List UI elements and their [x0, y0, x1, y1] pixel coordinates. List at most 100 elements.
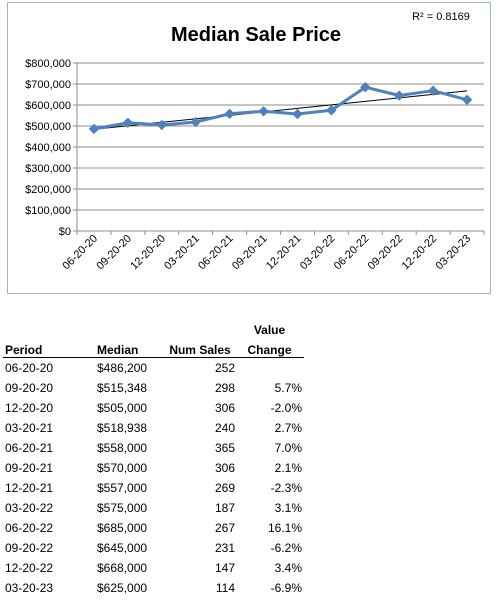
cell-period: 12-20-22	[5, 561, 54, 575]
chart-container[interactable]: Median Sale Price R² = 0.8169 $0 $100,000…	[7, 2, 491, 294]
y-tick-label: $100,000	[25, 205, 71, 217]
y-tick-label: $500,000	[25, 121, 71, 133]
y-tick-label: $300,000	[25, 163, 71, 175]
cell-num-sales: 231	[214, 541, 235, 555]
data-point	[394, 90, 405, 101]
y-tick-label: $200,000	[25, 184, 71, 196]
cell-median: $575,000	[97, 501, 148, 515]
cell-change: -2.3%	[270, 481, 302, 495]
x-tick-label: 03-20-23	[434, 233, 474, 273]
table-row: 09-20-22 $645,000 231 -6.2%	[3, 538, 304, 558]
table-row: 12-20-22 $668,000 147 3.4%	[3, 558, 304, 578]
cell-period: 03-20-23	[5, 581, 54, 595]
cell-period: 09-20-22	[5, 541, 54, 555]
cell-period: 09-20-21	[5, 461, 54, 475]
x-tick-label: 12-20-22	[400, 233, 440, 273]
data-point	[156, 119, 167, 131]
table-row: 06-20-21 $558,000 365 7.0%	[3, 438, 304, 458]
x-tick-label: 06-20-21	[196, 233, 236, 273]
cell-median: $625,000	[97, 581, 148, 595]
table-header-row-top: Value	[3, 317, 304, 337]
y-tick-label: $700,000	[25, 79, 71, 91]
cell-change: 2.7%	[274, 421, 302, 435]
header-num-sales: Num Sales	[165, 337, 237, 358]
cell-num-sales: 269	[214, 481, 235, 495]
cell-change: 2.1%	[274, 461, 302, 475]
cell-period: 03-20-22	[5, 501, 54, 515]
x-tick-label: 06-20-20	[60, 233, 100, 273]
series-median	[88, 81, 473, 135]
header-median: Median	[84, 337, 165, 358]
cell-period: 12-20-20	[5, 401, 54, 415]
cell-change: 3.4%	[274, 561, 302, 575]
data-point	[224, 108, 235, 120]
cell-median: $557,000	[97, 481, 148, 495]
x-tick-label: 09-20-21	[230, 233, 270, 273]
y-tick-label: $600,000	[25, 100, 71, 112]
cell-change: 7.0%	[274, 441, 302, 455]
data-point	[292, 108, 303, 120]
data-point	[326, 105, 337, 116]
data-point	[190, 116, 201, 128]
table-row: 03-20-22 $575,000 187 3.1%	[3, 498, 304, 518]
y-tick-label: $800,000	[25, 58, 71, 70]
table-row: 09-20-21 $570,000 306 2.1%	[3, 458, 304, 478]
cell-median: $486,200	[97, 361, 148, 375]
trendline	[93, 90, 468, 130]
data-point	[427, 85, 439, 96]
x-tick-label: 12-20-20	[128, 233, 168, 273]
cell-change: 16.1%	[267, 521, 302, 535]
cell-median: $668,000	[97, 561, 148, 575]
table-row: 03-20-23 $625,000 114 -6.9%	[3, 578, 304, 598]
y-tick-label: $400,000	[25, 142, 71, 154]
table-header-row: Period Median Num Sales Change	[3, 337, 304, 358]
cell-num-sales: 114	[215, 581, 235, 595]
data-point	[88, 123, 100, 135]
cell-change: -6.2%	[270, 541, 302, 555]
cell-period: 06-20-22	[5, 521, 54, 535]
table-row: 12-20-21 $557,000 269 -2.3%	[3, 478, 304, 498]
table-row: 03-20-21 $518,938 240 2.7%	[3, 418, 304, 438]
cell-change: 3.1%	[274, 501, 302, 515]
cell-change: -6.9%	[270, 581, 302, 595]
cell-num-sales: 187	[214, 501, 235, 515]
cell-num-sales: 267	[214, 521, 235, 535]
table-row: 06-20-20 $486,200 252	[3, 358, 304, 379]
cell-num-sales: 306	[214, 401, 235, 415]
cell-period: 12-20-21	[5, 481, 54, 495]
x-tick-label: 12-20-21	[264, 233, 304, 273]
y-axis-tick-labels: $0 $100,000 $200,000 $300,000 $400,000 $500,0…	[25, 58, 71, 238]
header-period: Period	[3, 337, 84, 358]
cell-median: $570,000	[97, 461, 148, 475]
cell-change	[237, 358, 304, 379]
x-tick-label: 03-20-21	[162, 233, 202, 273]
sales-table: Value Period Median Num Sales Change 06-…	[3, 317, 304, 598]
r-squared-annotation: R² = 0.8169	[412, 11, 470, 23]
series-line	[93, 85, 468, 131]
x-axis-tick-labels: 06-20-2009-20-2012-20-2003-20-2106-20-21…	[60, 233, 473, 273]
x-tick-label: 09-20-20	[94, 233, 134, 273]
data-point	[122, 117, 134, 128]
data-point	[360, 81, 371, 93]
cell-period: 06-20-21	[5, 441, 54, 455]
cell-median: $505,000	[97, 401, 148, 415]
cell-change: -2.0%	[270, 401, 302, 415]
cell-num-sales: 306	[214, 461, 235, 475]
cell-median: $558,000	[97, 441, 148, 455]
table-row: 09-20-20 $515,348 298 5.7%	[3, 378, 304, 398]
cell-period: 03-20-21	[5, 421, 54, 435]
cell-num-sales: 252	[214, 361, 235, 375]
cell-median: $518,938	[97, 421, 148, 435]
y-tick-label: $0	[59, 226, 71, 238]
cell-num-sales: 365	[214, 441, 235, 455]
data-point	[461, 94, 473, 105]
header-change: Change	[237, 337, 304, 358]
x-tick-label: 06-20-22	[332, 233, 372, 273]
axes	[73, 62, 485, 235]
trendline-line	[93, 90, 468, 130]
cell-num-sales: 240	[214, 421, 235, 435]
cell-num-sales: 298	[214, 381, 235, 395]
header-value: Value	[253, 323, 286, 337]
data-point	[258, 106, 269, 117]
x-tick-label: 03-20-22	[298, 233, 338, 273]
